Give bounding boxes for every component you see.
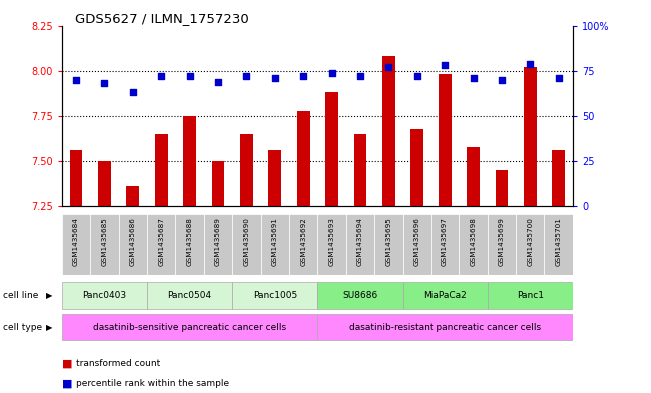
Bar [552,150,565,206]
Bar [175,214,204,275]
Point [497,77,507,83]
Text: ■: ■ [62,358,72,369]
Bar [212,161,225,206]
Bar [90,214,118,275]
Point [553,75,564,81]
Bar [402,214,431,275]
Bar [439,74,452,206]
Text: cell line: cell line [3,291,38,300]
Bar [544,214,573,275]
Bar [374,214,402,275]
Bar [62,314,317,340]
Bar [155,134,167,206]
Bar [118,214,147,275]
Bar [240,134,253,206]
Text: dasatinib-sensitive pancreatic cancer cells: dasatinib-sensitive pancreatic cancer ce… [93,323,286,332]
Text: GSM1435684: GSM1435684 [73,217,79,266]
Text: GSM1435686: GSM1435686 [130,217,136,266]
Bar [467,147,480,206]
Bar [495,170,508,206]
Bar [289,214,317,275]
Point [71,77,81,83]
Bar [232,283,317,309]
Bar [98,161,111,206]
Point [440,62,450,68]
Point [525,61,536,67]
Text: GSM1435697: GSM1435697 [442,217,448,266]
Point [213,79,223,85]
Bar [317,314,573,340]
Point [411,73,422,79]
Text: cell type: cell type [3,323,42,332]
Bar [353,134,367,206]
Text: Panc0504: Panc0504 [167,291,212,300]
Bar [488,214,516,275]
Bar [62,214,90,275]
Bar [260,214,289,275]
Text: GDS5627 / ILMN_1757230: GDS5627 / ILMN_1757230 [75,12,249,25]
Text: GSM1435699: GSM1435699 [499,217,505,266]
Bar [70,150,83,206]
Bar [147,283,232,309]
Text: Panc0403: Panc0403 [83,291,126,300]
Text: GSM1435698: GSM1435698 [471,217,477,266]
Text: SU8686: SU8686 [342,291,378,300]
Text: ■: ■ [62,378,72,388]
Bar [346,214,374,275]
Text: ▶: ▶ [46,323,52,332]
Point [298,73,309,79]
Point [241,73,251,79]
Text: GSM1435700: GSM1435700 [527,217,533,266]
Point [468,75,478,81]
Point [184,73,195,79]
Text: percentile rank within the sample: percentile rank within the sample [76,379,229,387]
Point [128,89,138,95]
Point [156,73,167,79]
Text: GSM1435694: GSM1435694 [357,217,363,266]
Text: Panc1005: Panc1005 [253,291,297,300]
Bar [317,214,346,275]
Bar [62,283,147,309]
Text: GSM1435701: GSM1435701 [556,217,562,266]
Point [383,64,394,70]
Bar [183,116,196,206]
Text: ▶: ▶ [46,291,52,300]
Bar [297,110,310,206]
Text: GSM1435692: GSM1435692 [300,217,306,266]
Text: GSM1435691: GSM1435691 [271,217,278,266]
Text: GSM1435688: GSM1435688 [187,217,193,266]
Bar [382,56,395,206]
Text: dasatinib-resistant pancreatic cancer cells: dasatinib-resistant pancreatic cancer ce… [349,323,541,332]
Text: transformed count: transformed count [76,359,160,368]
Bar [524,67,536,206]
Text: Panc1: Panc1 [517,291,544,300]
Text: GSM1435690: GSM1435690 [243,217,249,266]
Bar [317,283,402,309]
Bar [431,214,460,275]
Text: MiaPaCa2: MiaPaCa2 [423,291,467,300]
Bar [516,214,544,275]
Bar [460,214,488,275]
Text: GSM1435695: GSM1435695 [385,217,391,266]
Text: GSM1435685: GSM1435685 [102,217,107,266]
Bar [402,283,488,309]
Text: GSM1435696: GSM1435696 [414,217,420,266]
Point [99,80,109,86]
Text: GSM1435689: GSM1435689 [215,217,221,266]
Bar [488,283,573,309]
Bar [232,214,260,275]
Bar [126,186,139,206]
Point [270,75,280,81]
Bar [268,150,281,206]
Point [326,70,337,76]
Bar [204,214,232,275]
Point [355,73,365,79]
Bar [147,214,175,275]
Bar [325,92,338,206]
Text: GSM1435693: GSM1435693 [329,217,335,266]
Bar [410,129,423,206]
Text: GSM1435687: GSM1435687 [158,217,164,266]
